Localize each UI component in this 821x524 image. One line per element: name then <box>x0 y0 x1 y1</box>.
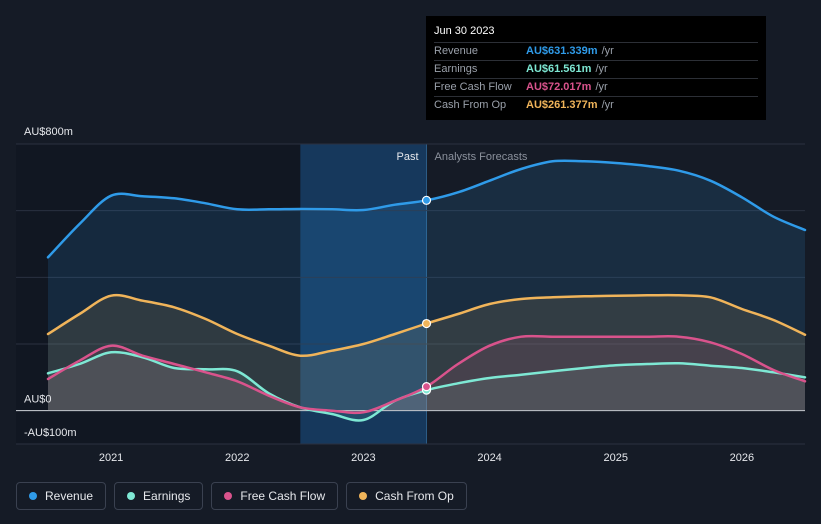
point-cash-from-op[interactable] <box>421 318 432 329</box>
legend-dot-icon <box>127 492 136 500</box>
tooltip-value: AU$61.561m <box>526 63 592 75</box>
legend: Revenue Earnings Free Cash Flow Cash Fro… <box>16 482 467 510</box>
tooltip-date: Jun 30 2023 <box>434 25 495 37</box>
legend-dot-icon <box>224 492 233 500</box>
tooltip-label: Cash From Op <box>434 99 507 111</box>
tooltip-label: Revenue <box>434 45 479 57</box>
tooltip: Jun 30 2023 Revenue AU$631.339m /yr Earn… <box>426 16 766 120</box>
y-tick-label: AU$800m <box>24 126 73 138</box>
tooltip-unit: /yr <box>601 45 614 57</box>
forecast-label: Analysts Forecasts <box>435 151 528 163</box>
tooltip-row-earnings: Earnings AU$61.561m /yr <box>434 60 758 78</box>
chart-area: AU$800m AU$0 -AU$100m 2021 2022 2023 2024 2025 2… <box>16 126 807 464</box>
tooltip-value: AU$72.017m <box>526 81 592 93</box>
y-tick-label: -AU$100m <box>24 427 77 439</box>
point-revenue[interactable] <box>421 195 432 205</box>
past-label: Past <box>396 151 418 163</box>
tooltip-row-cash-from-op: Cash From Op AU$261.377m /yr <box>434 96 758 114</box>
tooltip-unit: /yr <box>601 99 614 111</box>
x-tick-label: 2023 <box>351 452 375 464</box>
legend-dot-icon <box>359 492 368 500</box>
legend-label: Free Cash Flow <box>240 489 326 503</box>
x-tick-label: 2021 <box>99 452 123 464</box>
legend-item-earnings[interactable]: Earnings <box>114 482 204 510</box>
legend-label: Cash From Op <box>375 489 454 503</box>
area-free-cash-flow <box>48 336 805 413</box>
highlight-band <box>300 144 427 444</box>
legend-item-cash-from-op[interactable]: Cash From Op <box>346 482 467 510</box>
area-earnings <box>48 352 805 421</box>
tooltip-unit: /yr <box>595 81 608 93</box>
x-tick-label: 2024 <box>477 452 501 464</box>
area-revenue <box>48 160 805 411</box>
legend-item-free-cash-flow[interactable]: Free Cash Flow <box>211 482 339 510</box>
tooltip-label: Earnings <box>434 63 478 75</box>
x-tick-label: 2022 <box>225 452 249 464</box>
tooltip-row-revenue: Revenue AU$631.339m /yr <box>434 42 758 60</box>
tooltip-label: Free Cash Flow <box>434 81 512 93</box>
point-free-cash-flow[interactable] <box>421 382 432 392</box>
x-tick-label: 2025 <box>604 452 628 464</box>
legend-item-revenue[interactable]: Revenue <box>16 482 107 510</box>
legend-label: Earnings <box>143 489 191 503</box>
tooltip-unit: /yr <box>595 63 608 75</box>
y-tick-label: AU$0 <box>24 394 52 406</box>
tooltip-value: AU$261.377m <box>526 99 598 111</box>
legend-label: Revenue <box>45 489 94 503</box>
x-tick-label: 2026 <box>730 452 754 464</box>
tooltip-row-free-cash-flow: Free Cash Flow AU$72.017m /yr <box>434 78 758 96</box>
legend-dot-icon <box>29 492 37 500</box>
tooltip-value: AU$631.339m <box>526 45 598 57</box>
